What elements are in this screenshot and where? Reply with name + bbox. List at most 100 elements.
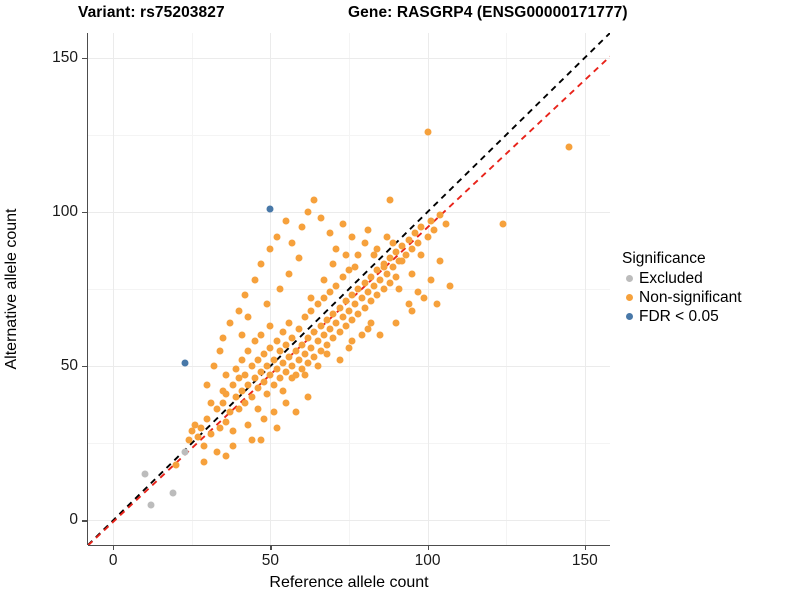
legend-item-excluded[interactable]: Excluded <box>622 269 797 288</box>
data-point <box>279 387 287 395</box>
data-point <box>248 362 256 370</box>
data-point <box>229 381 237 389</box>
gridline-major-y <box>88 57 610 59</box>
data-point <box>380 263 388 271</box>
data-point <box>301 313 309 321</box>
data-point <box>427 276 435 284</box>
gridline-major-x <box>113 33 115 545</box>
data-point <box>279 328 287 336</box>
data-point <box>383 233 391 241</box>
data-point <box>254 384 262 392</box>
legend-item-non-significant[interactable]: Non-significant <box>622 288 797 307</box>
data-point <box>436 257 444 265</box>
data-point <box>266 344 274 352</box>
data-point <box>285 319 293 327</box>
data-point <box>307 307 315 315</box>
data-point <box>222 418 230 426</box>
data-point <box>323 350 331 358</box>
data-point <box>317 347 325 355</box>
data-point <box>442 220 450 228</box>
gene-title: Gene: RASGRP4 (ENSG00000171777) <box>348 4 628 21</box>
y-tick <box>82 211 87 214</box>
data-point <box>292 347 300 355</box>
data-point <box>219 387 227 395</box>
x-tick <box>584 545 587 550</box>
y-axis-title: Alternative allele count <box>3 208 20 370</box>
data-point <box>339 313 347 321</box>
data-point <box>232 365 240 373</box>
data-point <box>257 331 265 339</box>
data-point <box>430 226 438 234</box>
data-point <box>310 328 318 336</box>
legend-dot-icon <box>625 275 633 282</box>
data-point <box>229 442 237 450</box>
data-point <box>238 356 246 364</box>
x-tick-label: 50 <box>261 552 279 569</box>
data-point <box>238 387 246 395</box>
data-point <box>282 217 290 225</box>
data-point <box>376 331 384 339</box>
data-point <box>207 399 215 407</box>
data-point <box>222 390 230 398</box>
data-point <box>348 316 356 324</box>
data-point <box>188 427 196 435</box>
data-point <box>241 371 249 379</box>
data-point <box>351 263 359 271</box>
data-point <box>380 285 388 293</box>
data-point <box>436 211 444 219</box>
data-point <box>260 415 268 423</box>
data-point <box>266 371 274 379</box>
data-point <box>364 226 372 234</box>
x-axis-title: Reference allele count <box>269 574 429 591</box>
data-point <box>373 245 381 253</box>
data-point <box>408 245 416 253</box>
data-point <box>310 196 318 204</box>
data-point <box>398 242 406 250</box>
data-point <box>298 223 306 231</box>
data-point <box>251 276 259 284</box>
data-point <box>266 205 274 213</box>
x-axis-line <box>88 545 610 547</box>
data-point <box>257 260 265 268</box>
data-point <box>395 285 403 293</box>
data-point <box>389 239 397 247</box>
legend-key-icon <box>622 294 636 301</box>
data-point <box>147 501 155 509</box>
data-point <box>304 359 312 367</box>
data-point <box>216 347 224 355</box>
data-point <box>329 260 337 268</box>
data-point <box>336 328 344 336</box>
legend-item-label: Excluded <box>639 269 703 287</box>
gridline-major-x <box>584 33 586 545</box>
gridline-major-x <box>427 33 429 545</box>
data-point <box>367 273 375 281</box>
data-point <box>424 128 432 136</box>
data-point <box>364 288 372 296</box>
legend-item-fdr-0-05[interactable]: FDR < 0.05 <box>622 307 797 326</box>
data-point <box>285 353 293 361</box>
data-point <box>354 310 362 318</box>
data-point <box>386 279 394 287</box>
gridline-major-y <box>88 211 610 213</box>
data-point <box>310 353 318 361</box>
data-point <box>248 436 256 444</box>
legend-title: Significance <box>622 250 706 267</box>
y-tick-label: 150 <box>52 48 78 66</box>
data-point <box>273 424 281 432</box>
data-point <box>358 331 366 339</box>
data-point <box>332 282 340 290</box>
data-point <box>203 415 211 423</box>
data-point <box>389 263 397 271</box>
data-point <box>367 319 375 327</box>
data-point <box>185 436 193 444</box>
data-point <box>370 251 378 259</box>
data-point <box>200 458 208 466</box>
data-point <box>172 461 180 469</box>
data-point <box>361 239 369 247</box>
data-point <box>301 371 309 379</box>
data-point <box>238 331 246 339</box>
data-point <box>235 307 243 315</box>
y-tick-label: 100 <box>52 202 78 220</box>
data-point <box>326 325 334 333</box>
